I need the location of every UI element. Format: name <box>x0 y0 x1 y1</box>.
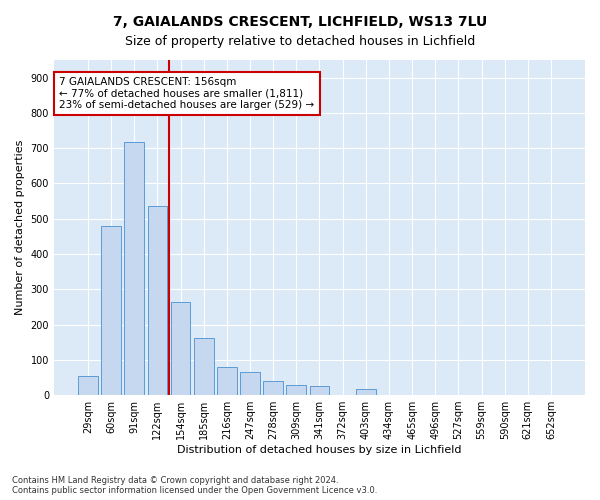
Text: Size of property relative to detached houses in Lichfield: Size of property relative to detached ho… <box>125 35 475 48</box>
Text: 7, GAIALANDS CRESCENT, LICHFIELD, WS13 7LU: 7, GAIALANDS CRESCENT, LICHFIELD, WS13 7… <box>113 15 487 29</box>
Bar <box>356 388 376 395</box>
Bar <box>263 381 283 395</box>
Bar <box>217 367 236 395</box>
Bar <box>170 302 190 395</box>
Bar <box>148 206 167 395</box>
Bar <box>240 372 260 395</box>
Bar <box>310 386 329 395</box>
X-axis label: Distribution of detached houses by size in Lichfield: Distribution of detached houses by size … <box>177 445 462 455</box>
Text: 7 GAIALANDS CRESCENT: 156sqm
← 77% of detached houses are smaller (1,811)
23% of: 7 GAIALANDS CRESCENT: 156sqm ← 77% of de… <box>59 77 314 110</box>
Bar <box>194 338 214 395</box>
Bar <box>101 226 121 395</box>
Bar <box>78 376 98 395</box>
Y-axis label: Number of detached properties: Number of detached properties <box>15 140 25 315</box>
Bar <box>286 384 306 395</box>
Text: Contains HM Land Registry data © Crown copyright and database right 2024.
Contai: Contains HM Land Registry data © Crown c… <box>12 476 377 495</box>
Bar <box>124 142 144 395</box>
